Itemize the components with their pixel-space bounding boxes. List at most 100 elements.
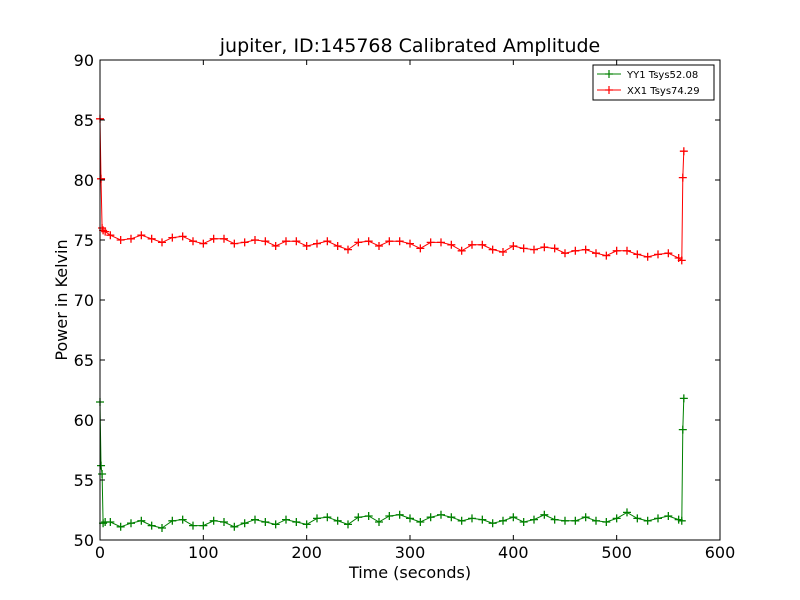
data-point-xx1 [147, 234, 156, 243]
data-point-xx1 [364, 237, 373, 246]
data-point-xx1 [592, 249, 600, 258]
data-point-yy1 [282, 515, 290, 524]
data-point-yy1 [468, 514, 476, 523]
data-point-yy1 [550, 515, 559, 524]
data-point-xx1 [437, 238, 445, 247]
data-point-yy1 [333, 516, 342, 525]
data-point-xx1 [282, 237, 290, 246]
data-point-yy1 [220, 518, 228, 526]
data-point-xx1 [168, 233, 177, 242]
data-point-xx1 [457, 246, 466, 255]
data-point-xx1 [344, 245, 352, 254]
data-point-yy1 [633, 514, 642, 523]
y-tick-label: 70 [74, 291, 94, 310]
data-point-yy1 [561, 516, 569, 525]
data-point-yy1 [98, 470, 107, 478]
data-point-yy1 [375, 518, 383, 526]
x-tick-label: 500 [601, 543, 632, 562]
data-point-yy1 [654, 514, 662, 523]
data-point-xx1 [251, 236, 259, 244]
data-point-yy1 [602, 518, 611, 526]
x-tick-label: 100 [188, 543, 219, 562]
data-point-yy1 [178, 515, 187, 524]
data-point-yy1 [677, 516, 686, 525]
data-point-yy1 [271, 520, 280, 529]
y-tick-label: 50 [74, 531, 94, 550]
x-tick-label: 400 [498, 543, 529, 562]
data-point-xx1 [261, 237, 270, 246]
data-point-xx1 [643, 252, 652, 261]
axes: 0 100 200 300 400 500 600 50 55 60 65 70 75 80 85 90 [74, 51, 736, 562]
data-point-xx1 [561, 249, 569, 258]
data-point-yy1 [623, 508, 631, 517]
data-point-yy1 [457, 516, 466, 525]
data-point-xx1 [106, 231, 115, 240]
data-point-yy1 [426, 513, 435, 522]
data-point-xx1 [571, 246, 580, 255]
data-point-yy1 [678, 425, 687, 434]
data-point-xx1 [199, 239, 208, 248]
data-point-xx1 [292, 237, 301, 246]
legend-label-xx1: XX1 Tsys74.29 [627, 86, 700, 97]
data-point-xx1 [612, 246, 621, 255]
x-tick-label: 300 [395, 543, 426, 562]
data-point-yy1 [385, 512, 394, 520]
data-point-yy1 [643, 516, 652, 525]
data-point-xx1 [302, 242, 311, 250]
data-point-xx1 [323, 237, 332, 246]
data-point-yy1 [664, 512, 673, 520]
x-tick-label: 600 [705, 543, 736, 562]
data-point-yy1 [540, 510, 549, 519]
data-point-yy1 [395, 510, 404, 519]
data-point-yy1 [261, 518, 270, 526]
y-axis-label: Power in Kelvin [52, 239, 71, 360]
data-point-yy1 [240, 519, 249, 528]
data-point-yy1 [344, 520, 352, 529]
data-point-yy1 [209, 516, 218, 525]
series-yy1 [96, 394, 688, 532]
data-point-yy1 [530, 515, 538, 524]
data-point-xx1 [633, 250, 642, 259]
data-point-xx1 [540, 243, 549, 252]
data-point-xx1 [602, 251, 611, 260]
data-point-xx1 [447, 240, 456, 249]
data-point-yy1 [97, 461, 106, 470]
data-point-xx1 [654, 250, 662, 259]
series-line-xx1 [99, 118, 685, 262]
legend-box [592, 64, 715, 101]
y-tick-label: 90 [74, 51, 94, 70]
x-tick-label: 0 [95, 543, 105, 562]
data-point-xx1 [209, 234, 218, 243]
data-point-xx1 [116, 236, 125, 244]
data-point-yy1 [581, 513, 590, 522]
data-point-yy1 [406, 514, 414, 523]
series-line-yy1 [99, 398, 685, 529]
data-point-xx1 [678, 173, 687, 182]
data-point-xx1 [581, 245, 590, 254]
data-point-yy1 [571, 516, 580, 525]
data-point-xx1 [230, 239, 239, 248]
data-point-yy1 [147, 521, 156, 530]
legend: YY1 Tsys52.08 XX1 Tsys74.29 [592, 64, 715, 101]
data-point-yy1 [168, 516, 177, 525]
data-point-xx1 [220, 234, 228, 243]
y-tick-label: 65 [74, 351, 94, 370]
data-point-xx1 [499, 248, 507, 256]
y-tick-label: 55 [74, 471, 94, 490]
data-point-yy1 [416, 518, 425, 526]
legend-marker-xx1 [605, 86, 613, 94]
data-point-yy1 [488, 519, 497, 528]
data-point-xx1 [478, 240, 487, 249]
legend-marker-yy1 [605, 70, 613, 78]
data-point-xx1 [97, 174, 106, 183]
data-point-xx1 [271, 242, 280, 250]
data-point-yy1 [313, 514, 321, 523]
data-point-xx1 [137, 231, 146, 240]
data-point-yy1 [612, 514, 621, 523]
data-point-xx1 [679, 147, 688, 156]
data-point-xx1 [385, 237, 394, 246]
data-point-xx1 [127, 234, 135, 243]
data-point-yy1 [302, 520, 311, 529]
data-point-xx1 [101, 227, 110, 236]
